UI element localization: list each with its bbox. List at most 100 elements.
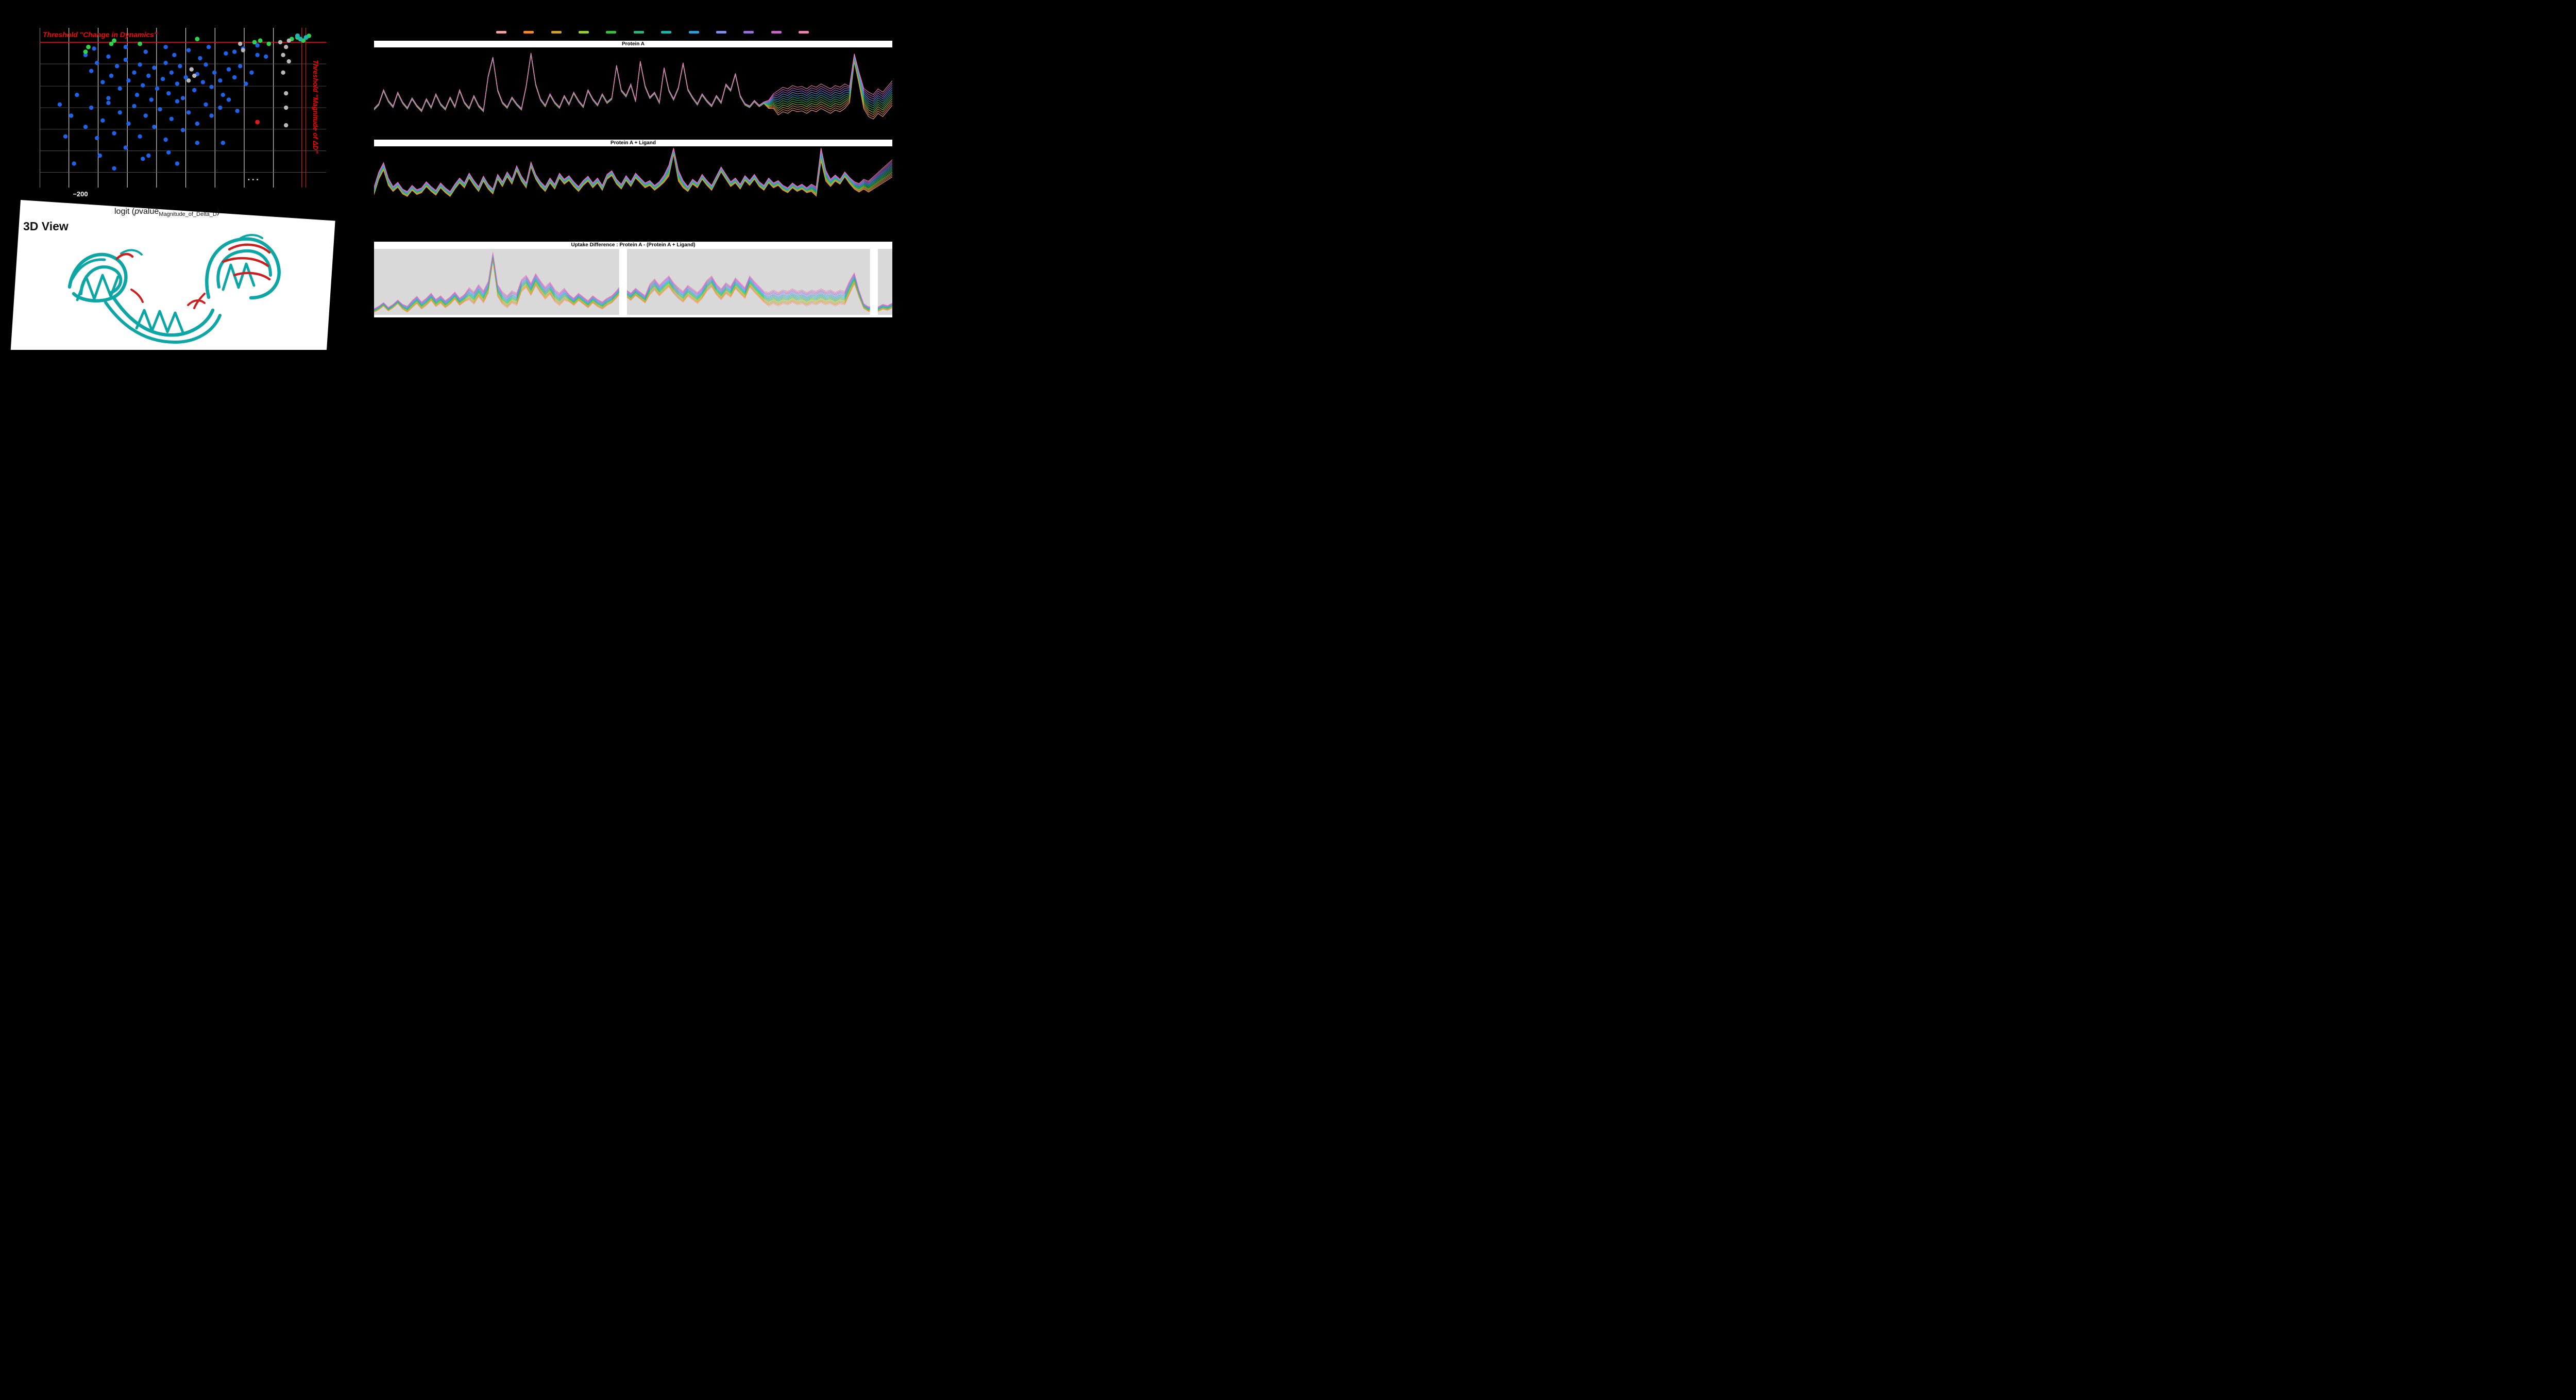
- uptake-chart-protein-a[interactable]: [374, 47, 892, 138]
- legend-timepoint-dash[interactable]: [523, 31, 534, 33]
- scatter-point-magnitude-only[interactable]: [284, 45, 289, 49]
- scatter-point-magnitude-only[interactable]: [186, 78, 191, 83]
- scatter-point-not-significant[interactable]: [249, 70, 254, 75]
- scatter-point-not-significant[interactable]: [172, 53, 177, 57]
- scatter-point-not-significant[interactable]: [106, 96, 111, 100]
- scatter-point-not-significant[interactable]: [114, 64, 120, 69]
- scatter-point-not-significant[interactable]: [143, 49, 148, 54]
- scatter-point-change-in-dynamics[interactable]: [86, 44, 91, 49]
- scatter-point-not-significant[interactable]: [138, 134, 142, 139]
- scatter-point-not-significant[interactable]: [75, 93, 79, 97]
- legend-timepoint-dash[interactable]: [551, 31, 562, 33]
- uptake-difference-chart[interactable]: [374, 249, 892, 317]
- scatter-point-not-significant[interactable]: [195, 121, 199, 126]
- scatter-point-not-significant[interactable]: [134, 93, 140, 97]
- scatter-point-not-significant[interactable]: [146, 73, 151, 78]
- scatter-point-not-significant[interactable]: [169, 70, 174, 75]
- scatter-point-not-significant[interactable]: [186, 110, 191, 115]
- scatter-point-not-significant[interactable]: [200, 80, 206, 85]
- scatter-point-not-significant[interactable]: [83, 125, 88, 129]
- scatter-point-not-significant[interactable]: [224, 51, 228, 56]
- scatter-point-magnitude-only[interactable]: [281, 70, 285, 75]
- scatter-point-not-significant[interactable]: [143, 113, 148, 118]
- scatter-point-not-significant[interactable]: [141, 83, 145, 88]
- scatter-point-not-significant[interactable]: [95, 61, 99, 65]
- scatter-point-magnitude-only[interactable]: [241, 48, 245, 53]
- legend-timepoint-dash[interactable]: [798, 31, 809, 33]
- legend-timepoint-dash[interactable]: [688, 31, 699, 33]
- scatter-point-not-significant[interactable]: [175, 161, 180, 166]
- scatter-point-not-significant[interactable]: [166, 91, 171, 96]
- legend-timepoint-dash[interactable]: [579, 31, 589, 33]
- scatter-point-magnitude-only[interactable]: [284, 105, 289, 110]
- scatter-point-not-significant[interactable]: [221, 141, 225, 145]
- legend-timepoint-dash[interactable]: [771, 31, 782, 33]
- scatter-point-not-significant[interactable]: [209, 85, 214, 89]
- scatter-point-not-significant[interactable]: [183, 75, 188, 80]
- scatter-point-magnitude-only[interactable]: [192, 73, 197, 78]
- scatter-point-magnitude-only[interactable]: [284, 91, 289, 96]
- scatter-point-not-significant[interactable]: [106, 54, 111, 59]
- uptake-chart-protein-a-ligand[interactable]: [374, 146, 892, 214]
- scatter-point-not-significant[interactable]: [264, 54, 268, 59]
- scatter-point-not-significant[interactable]: [89, 105, 94, 110]
- scatter-point-not-significant[interactable]: [146, 153, 151, 158]
- scatter-point-not-significant[interactable]: [175, 81, 180, 86]
- scatter-point-magnitude-only[interactable]: [278, 40, 283, 45]
- scatter-point-change-in-dynamics[interactable]: [83, 49, 88, 54]
- legend-timepoint-dash[interactable]: [496, 31, 506, 33]
- scatter-point-not-significant[interactable]: [95, 136, 99, 141]
- volcano-canvas[interactable]: [40, 28, 326, 188]
- scatter-point-not-significant[interactable]: [238, 64, 243, 69]
- scatter-point-not-significant[interactable]: [255, 53, 260, 57]
- scatter-point-not-significant[interactable]: [160, 77, 165, 81]
- scatter-point-not-significant[interactable]: [152, 125, 157, 129]
- scatter-point-axis-dots[interactable]: [257, 179, 259, 180]
- scatter-point-change-in-dynamics[interactable]: [109, 41, 114, 46]
- legend-timepoint-dash[interactable]: [633, 31, 644, 33]
- scatter-point-not-significant[interactable]: [106, 100, 111, 105]
- scatter-point-not-significant[interactable]: [69, 113, 74, 118]
- scatter-point-not-significant[interactable]: [138, 62, 142, 67]
- scatter-point-not-significant[interactable]: [123, 145, 128, 150]
- scatter-point-not-significant[interactable]: [100, 118, 105, 123]
- scatter-point-axis-dots[interactable]: [248, 179, 250, 180]
- scatter-point-not-significant[interactable]: [186, 48, 191, 53]
- scatter-point-magnitude-only[interactable]: [286, 59, 291, 64]
- scatter-point-not-significant[interactable]: [206, 45, 211, 49]
- scatter-point-not-significant[interactable]: [158, 107, 162, 112]
- scatter-point-not-significant[interactable]: [226, 97, 231, 102]
- scatter-point-not-significant[interactable]: [163, 61, 168, 65]
- scatter-point-not-significant[interactable]: [226, 67, 231, 72]
- legend-timepoint-dash[interactable]: [606, 31, 617, 33]
- scatter-point-not-significant[interactable]: [166, 150, 171, 155]
- scatter-point-not-significant[interactable]: [117, 110, 122, 115]
- scatter-point-not-significant[interactable]: [175, 99, 180, 104]
- scatter-point-not-significant[interactable]: [155, 86, 160, 91]
- scatter-point-not-significant[interactable]: [126, 121, 131, 126]
- scatter-point-not-significant[interactable]: [169, 116, 174, 121]
- scatter-point-not-significant[interactable]: [89, 69, 94, 73]
- scatter-point-not-significant[interactable]: [141, 157, 145, 161]
- scatter-point-change-in-dynamics[interactable]: [112, 38, 117, 43]
- scatter-point-not-significant[interactable]: [232, 49, 237, 54]
- scatter-point-not-significant[interactable]: [195, 141, 199, 145]
- protein-structure[interactable]: [59, 228, 317, 350]
- scatter-point-not-significant[interactable]: [204, 62, 208, 67]
- scatter-point-not-significant[interactable]: [149, 97, 154, 102]
- scatter-point-not-significant[interactable]: [180, 128, 185, 132]
- scatter-point-not-significant[interactable]: [112, 166, 116, 171]
- scatter-point-teal-cluster[interactable]: [303, 35, 309, 40]
- scatter-point-axis-dots[interactable]: [252, 179, 254, 180]
- scatter-point-not-significant[interactable]: [218, 105, 223, 110]
- scatter-point-not-significant[interactable]: [72, 161, 76, 166]
- scatter-point-magnitude-only[interactable]: [284, 123, 289, 128]
- scatter-point-not-significant[interactable]: [235, 109, 240, 113]
- scatter-point-not-significant[interactable]: [198, 56, 202, 61]
- scatter-point-not-significant[interactable]: [244, 81, 248, 86]
- scatter-point-not-significant[interactable]: [132, 104, 137, 109]
- scatter-point-not-significant[interactable]: [163, 137, 168, 142]
- scatter-point-change-in-dynamics[interactable]: [258, 38, 263, 43]
- legend-timepoint-dash[interactable]: [743, 31, 754, 33]
- scatter-point-teal-cluster[interactable]: [298, 37, 303, 42]
